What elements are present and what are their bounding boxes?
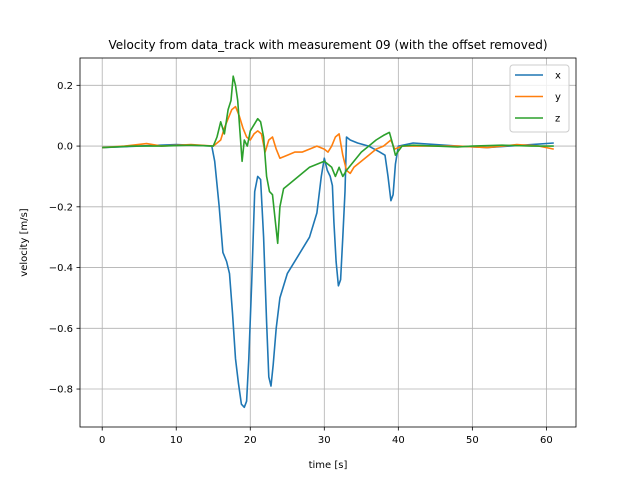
y-tick-label: −0.6 <box>49 324 73 335</box>
x-tick-label: 60 <box>540 435 553 446</box>
series-lines <box>102 75 554 409</box>
y-tick-label: −0.4 <box>49 263 73 274</box>
legend: xyz <box>509 64 570 133</box>
x-tick-label: 10 <box>170 435 183 446</box>
x-tick-label: 40 <box>392 435 405 446</box>
x-tick-label: 50 <box>466 435 479 446</box>
x-tick-label: 0 <box>99 435 105 446</box>
legend-box <box>509 64 570 133</box>
series-line-y <box>102 105 554 175</box>
series-line-z <box>102 75 554 245</box>
grid <box>80 58 576 427</box>
x-tick-label: 30 <box>318 435 331 446</box>
y-tick-label: −0.8 <box>49 385 73 396</box>
chart-title: Velocity from data_track with measuremen… <box>109 38 548 52</box>
y-tick-label: 0.2 <box>57 81 73 92</box>
y-tick-label: 0.0 <box>57 142 73 153</box>
ticks: 0 10 20 30 40 50 60 −0.8 −0.6 −0.4 −0.2 0.0 0.2 <box>49 81 553 446</box>
y-axis-label: velocity [m/s] <box>19 208 30 276</box>
axes-frame <box>79 57 577 428</box>
legend-label-z: z <box>555 114 560 125</box>
series-line-x <box>102 136 554 409</box>
y-tick-label: −0.2 <box>49 202 73 213</box>
x-tick-label: 20 <box>244 435 257 446</box>
legend-label-x: x <box>555 71 561 82</box>
x-axis-label: time [s] <box>309 460 348 471</box>
legend-label-y: y <box>555 92 561 103</box>
